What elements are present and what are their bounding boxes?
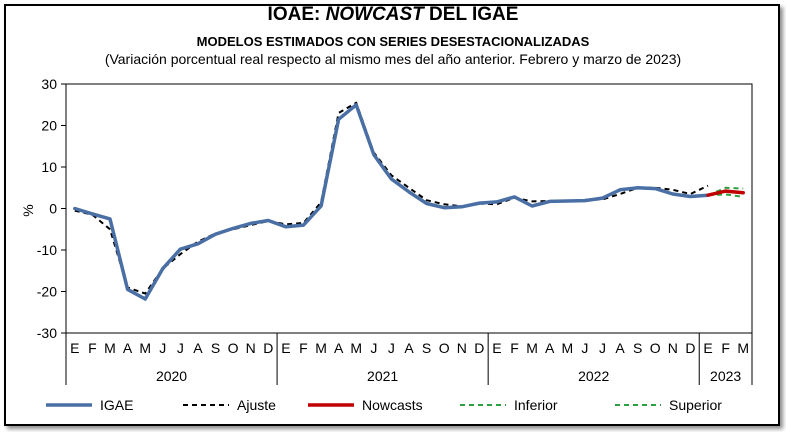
legend-label-igae: IGAE [100,397,133,413]
x-tick-label: M [139,340,151,356]
x-tick-label: A [193,340,203,356]
x-tick-label: F [721,340,730,356]
series-line-ajuste [74,101,709,295]
x-tick-label: A [545,340,555,356]
x-tick-label: S [422,340,431,356]
y-tick-label: 10 [41,159,57,175]
year-label: 2022 [578,368,609,384]
x-tick-label: J [581,340,588,356]
y-axis-label: % [20,204,36,216]
x-tick-label: J [599,340,606,356]
x-tick-label: E [703,340,712,356]
y-tick-label: -20 [37,284,57,300]
x-tick-label: F [299,340,308,356]
chart-title: IOAE: NOWCAST DEL IGAE [267,4,519,25]
x-tick-label: F [88,340,97,356]
x-tick-label: N [246,340,256,356]
x-tick-label: M [350,340,362,356]
y-tick-label: 30 [41,76,57,92]
x-tick-label: J [159,340,166,356]
x-tick-label: A [404,340,414,356]
y-tick-label: 20 [41,118,57,134]
x-tick-label: N [668,340,678,356]
year-label: 2023 [710,368,741,384]
x-tick-label: M [737,340,749,356]
chart-subtitle: MODELOS ESTIMADOS CON SERIES DESESTACION… [196,34,590,49]
x-tick-label: A [123,340,133,356]
chart-note: (Variación porcentual real respecto al m… [104,51,682,67]
x-tick-label: M [561,340,573,356]
year-label: 2021 [367,368,398,384]
x-tick-label: O [228,340,239,356]
year-label: 2020 [156,368,187,384]
y-tick-label: -10 [37,242,57,258]
chart-frame [4,4,780,426]
x-tick-label: F [510,340,519,356]
x-tick-label: J [388,340,395,356]
series-line-igae [73,103,710,301]
series-line-inferior [707,193,744,198]
x-tick-label: J [177,340,184,356]
x-tick-label: M [526,340,538,356]
x-tick-label: S [211,340,220,356]
x-tick-label: M [315,340,327,356]
y-tick-label: 0 [49,201,57,217]
series-line-superior [707,186,744,197]
x-tick-label: E [492,340,501,356]
x-tick-label: S [633,340,642,356]
x-tick-label: O [650,340,661,356]
legend-label-ajuste: Ajuste [237,397,276,413]
x-tick-label: A [615,340,625,356]
x-tick-label: D [685,340,695,356]
y-tick-label: -30 [37,325,57,341]
x-tick-label: E [70,340,79,356]
legend-label-nowcasts: Nowcasts [362,397,423,413]
x-tick-label: N [457,340,467,356]
x-tick-label: D [474,340,484,356]
x-tick-label: O [439,340,450,356]
series-line-nowcasts [706,189,745,197]
legend-label-superior: Superior [669,397,722,413]
x-tick-label: A [334,340,344,356]
x-tick-label: M [104,340,116,356]
x-tick-label: J [370,340,377,356]
x-tick-label: D [263,340,273,356]
plot-area [65,83,753,334]
x-tick-label: E [281,340,290,356]
legend-label-inferior: Inferior [514,397,558,413]
